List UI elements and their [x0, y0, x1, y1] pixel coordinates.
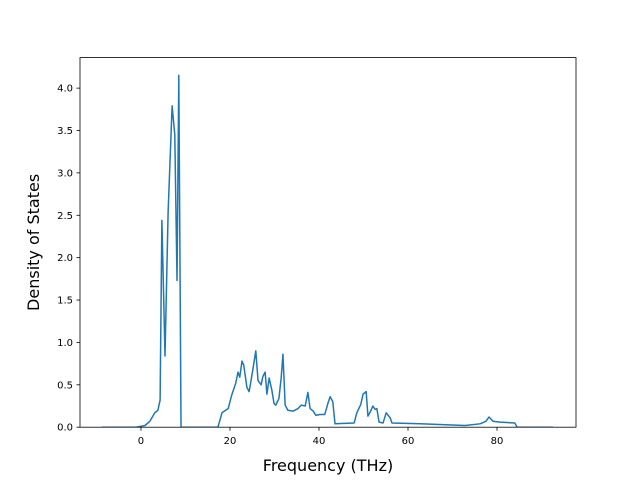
x-tick-label: 20: [224, 436, 237, 447]
x-axis-label: Frequency (THz): [263, 456, 393, 475]
y-tick-label: 0.0: [57, 423, 73, 434]
x-tick-label: 80: [491, 436, 504, 447]
x-tick-label: 60: [402, 436, 415, 447]
y-tick-label: 1.5: [57, 296, 73, 307]
y-tick-label: 3.5: [57, 126, 73, 137]
y-tick-label: 2.0: [57, 253, 73, 264]
x-tick-label: 40: [313, 436, 326, 447]
y-tick-label: 1.0: [57, 338, 73, 349]
line: [101, 74, 554, 428]
y-tick-label: 3.0: [57, 168, 73, 179]
y-tick-label: 0.5: [57, 380, 73, 391]
y-axis-label: Density of States: [24, 174, 43, 311]
plot-frame: [79, 57, 577, 428]
y-tick-label: 2.5: [57, 211, 73, 222]
x-tick-label: 0: [138, 436, 144, 447]
y-tick-label: 4.0: [57, 84, 73, 95]
